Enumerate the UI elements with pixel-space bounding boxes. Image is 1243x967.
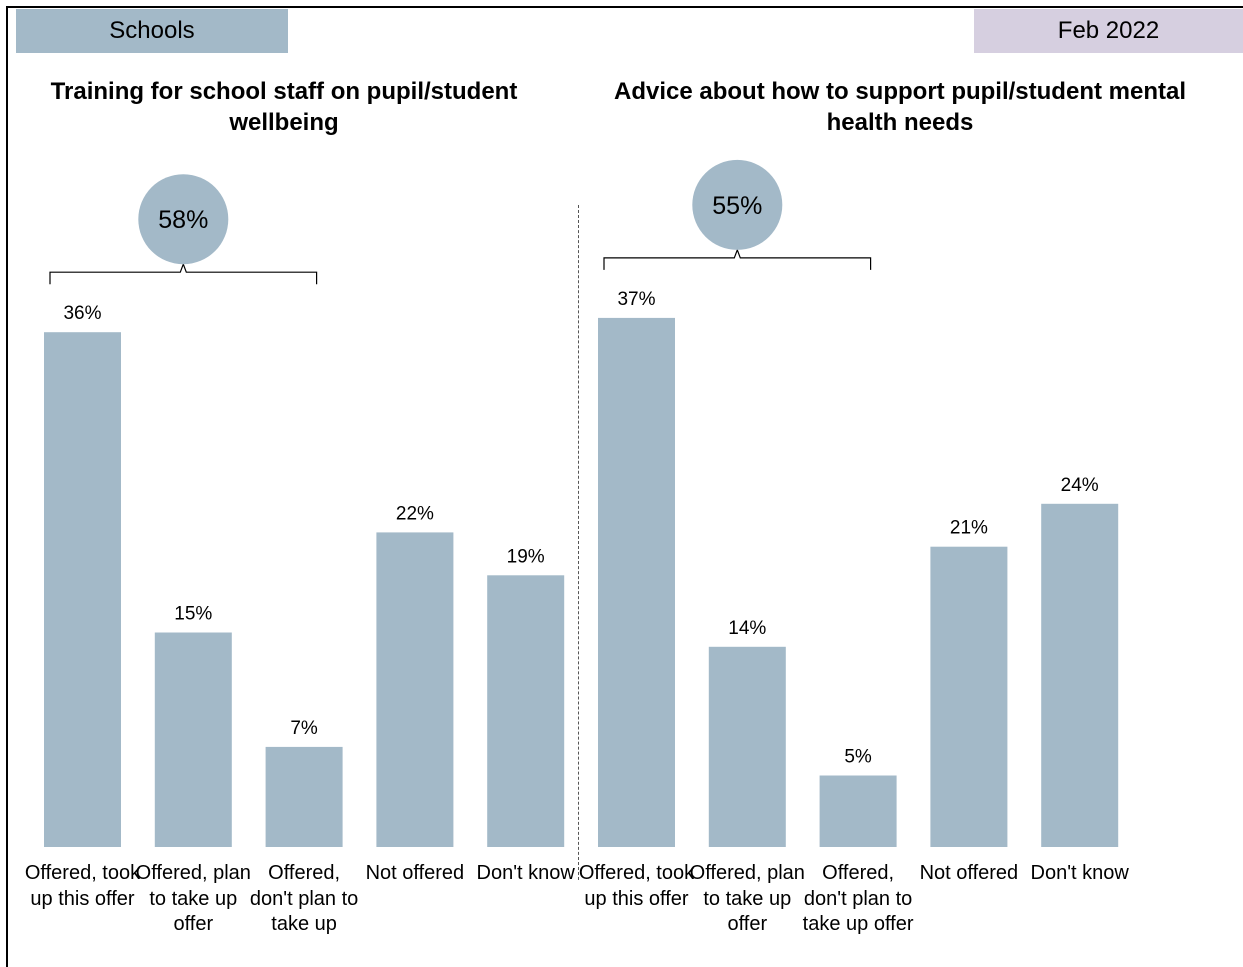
bar-1-4 [1041, 503, 1119, 847]
category-label-0-3: Not offered [365, 862, 465, 884]
category-label-0-2: Offered, don't plan to take up [249, 862, 359, 935]
category-label-1-4: Don't know [1030, 862, 1129, 884]
value-label-1-1: 14% [728, 618, 766, 639]
value-label-0-3: 22% [396, 503, 434, 524]
bar-0-1 [154, 632, 232, 847]
chart-title-training: Training for school staff on pupil/stude… [50, 78, 518, 136]
group-total-label-1: 55% [712, 192, 762, 220]
bar-1-1 [708, 646, 786, 847]
category-label-0-1: Offered, plan to take up offer [135, 862, 251, 935]
value-label-1-0: 37% [617, 289, 655, 310]
group-total-circle-1 [692, 159, 783, 250]
chart-divider [578, 205, 579, 880]
category-label-0-4: Don't know [476, 862, 575, 884]
value-label-1-3: 21% [950, 518, 988, 539]
group-bracket-1 [603, 248, 872, 270]
value-label-1-2: 5% [844, 747, 872, 768]
bar-1-3 [930, 546, 1008, 847]
category-label-0-0: Offered, took up this offer [24, 862, 141, 910]
value-label-1-4: 24% [1061, 475, 1099, 496]
bar-0-0 [44, 332, 121, 847]
category-label-1-0: Offered, took up this offer [578, 862, 695, 910]
bar-1-2 [819, 775, 897, 847]
bar-1-0 [598, 317, 675, 847]
value-label-0-2: 7% [290, 718, 318, 739]
category-label-1-1: Offered, plan to take up offer [689, 862, 805, 935]
category-label-1-2: Offered, don't plan to take up offer [802, 862, 914, 935]
segment-tag: Schools [16, 9, 288, 53]
chart-frame [6, 6, 1243, 967]
date-tag: Feb 2022 [974, 9, 1243, 53]
value-label-0-4: 19% [507, 546, 545, 567]
group-total-label-0: 58% [158, 206, 208, 234]
bar-0-2 [265, 746, 343, 847]
bar-0-3 [376, 532, 454, 847]
value-label-0-0: 36% [63, 303, 101, 324]
category-label-1-3: Not offered [919, 862, 1019, 884]
group-total-circle-0 [138, 174, 229, 265]
bar-0-4 [487, 575, 565, 847]
value-label-0-1: 15% [174, 604, 212, 625]
chart-title-advice: Advice about how to support pupil/studen… [614, 78, 1186, 136]
group-bracket-0 [49, 262, 318, 285]
